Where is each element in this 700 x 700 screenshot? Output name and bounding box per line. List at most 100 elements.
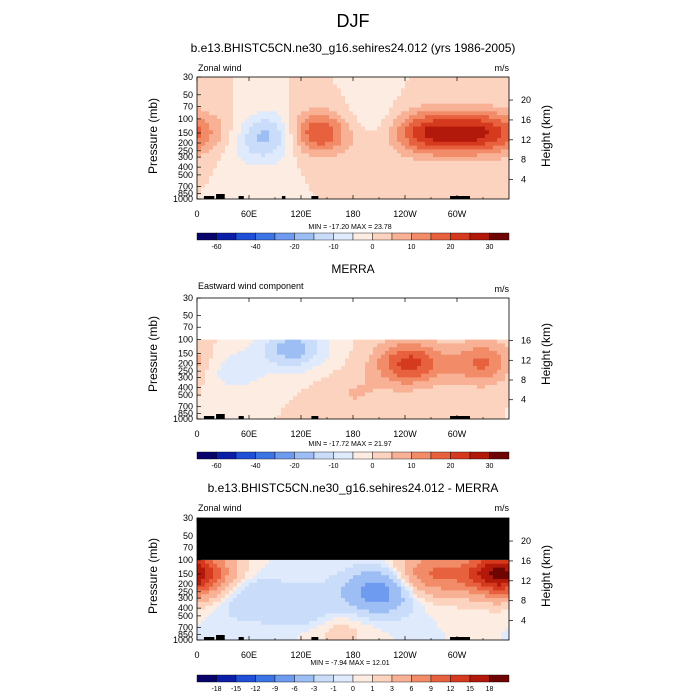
field-cell [301, 191, 306, 196]
field-cell [449, 88, 454, 93]
field-cell [481, 115, 486, 120]
field-cell [397, 153, 402, 158]
field-cell [497, 115, 502, 120]
field-cell [233, 366, 238, 371]
field-cell [245, 567, 250, 572]
field-cell [337, 403, 342, 409]
field-cell [309, 160, 314, 166]
field-cell [341, 369, 346, 375]
field-cell [281, 179, 286, 185]
field-cell [297, 392, 302, 397]
field-cell [321, 149, 326, 154]
field-cell [313, 354, 318, 359]
field-cell [321, 563, 326, 568]
field-cell [377, 563, 382, 568]
field-cell [217, 80, 222, 86]
field-cell [313, 122, 318, 127]
field-cell [349, 377, 354, 382]
field-cell [201, 339, 206, 344]
field-cell [229, 339, 234, 344]
field-cell [233, 145, 238, 150]
field-cell [229, 411, 234, 416]
field-cell [217, 138, 222, 143]
field-cell [369, 118, 374, 124]
field-cell [493, 122, 498, 127]
field-cell [201, 400, 206, 405]
field-cell [421, 579, 426, 584]
field-cell [385, 575, 390, 580]
field-cell [325, 575, 330, 580]
field-cell [481, 579, 486, 584]
y-tick-label: 400 [178, 162, 193, 172]
field-cell [221, 172, 226, 177]
field-cell [461, 157, 466, 162]
field-cell [277, 160, 282, 166]
field-cell [241, 343, 246, 348]
field-cell [461, 411, 466, 416]
field-cell [293, 164, 298, 169]
field-cell [353, 191, 358, 196]
field-cell [237, 411, 242, 416]
field-cell [297, 195, 302, 200]
field-cell [481, 107, 486, 112]
field-cell [261, 168, 266, 173]
field-cell [465, 571, 470, 576]
field-cell [325, 172, 330, 177]
field-cell [357, 339, 362, 344]
field-cell [349, 567, 354, 572]
field-cell [197, 579, 202, 584]
field-cell [221, 183, 226, 188]
field-cell [217, 347, 222, 352]
field-cell [213, 157, 218, 162]
field-cell [261, 354, 266, 359]
field-cell [301, 339, 306, 344]
field-cell [233, 141, 238, 147]
field-cell [377, 96, 382, 101]
field-cell [433, 92, 438, 97]
field-cell [357, 366, 362, 371]
field-cell [245, 84, 250, 89]
field-cell [365, 347, 370, 352]
field-cell [501, 373, 506, 378]
field-cell [213, 168, 218, 173]
field-cell [445, 134, 450, 139]
field-cell [489, 347, 494, 352]
field-cell [333, 354, 338, 359]
field-cell [397, 134, 402, 139]
field-cell [433, 411, 438, 416]
field-cell [417, 179, 422, 185]
field-cell [481, 373, 486, 378]
field-cell [465, 350, 470, 356]
field-cell [369, 575, 374, 580]
field-cell [253, 176, 258, 181]
field-cell [201, 358, 206, 363]
field-cell [213, 84, 218, 89]
field-cell [369, 373, 374, 378]
field-cell [461, 126, 466, 131]
field-cell [317, 377, 322, 382]
field-cell [337, 164, 342, 169]
field-cell [225, 130, 230, 135]
field-cell [281, 99, 286, 105]
field-cell [353, 354, 358, 359]
field-cell [397, 168, 402, 173]
field-cell [413, 339, 418, 344]
field-cell [253, 122, 258, 127]
field-cell [389, 400, 394, 405]
field-cell [397, 157, 402, 162]
field-cell [237, 92, 242, 97]
field-cell [289, 366, 294, 371]
field-cell [273, 99, 278, 105]
field-cell [485, 559, 490, 565]
field-cell [289, 160, 294, 166]
field-cell [397, 343, 402, 348]
field-cell [237, 373, 242, 378]
field-cell [405, 96, 410, 101]
field-cell [329, 403, 334, 409]
field-cell [205, 586, 210, 591]
field-cell [441, 582, 446, 588]
field-cell [397, 84, 402, 89]
field-cell [409, 99, 414, 105]
field-cell [389, 77, 394, 82]
field-cell [269, 183, 274, 188]
